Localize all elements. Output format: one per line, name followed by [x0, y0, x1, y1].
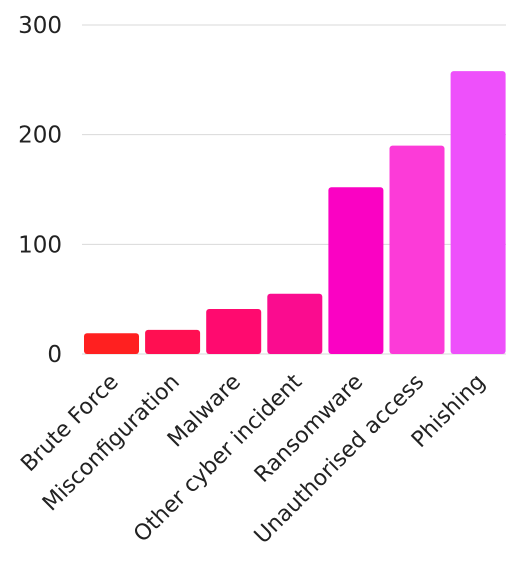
bar-phishing[interactable]: [450, 71, 506, 354]
bar-other-cyber-incident[interactable]: [267, 293, 323, 354]
y-tick-label: 100: [18, 232, 62, 258]
y-axis-ticks: 0 100 200 300: [18, 13, 62, 368]
y-tick-label: 300: [18, 13, 62, 39]
bar-brute-force[interactable]: [84, 333, 139, 354]
y-tick-label: 0: [47, 342, 62, 368]
bar-ransomware[interactable]: [328, 187, 384, 354]
y-tick-label: 200: [18, 123, 62, 149]
bars: [84, 71, 506, 354]
bar-misconfiguration[interactable]: [145, 329, 201, 354]
bar-unauthorised-access[interactable]: [389, 145, 445, 354]
bar-malware[interactable]: [206, 309, 262, 354]
x-tick-label: Ransomware: [250, 370, 368, 488]
x-axis-labels: Brute ForceMisconfigurationMalwareOther …: [16, 369, 490, 549]
